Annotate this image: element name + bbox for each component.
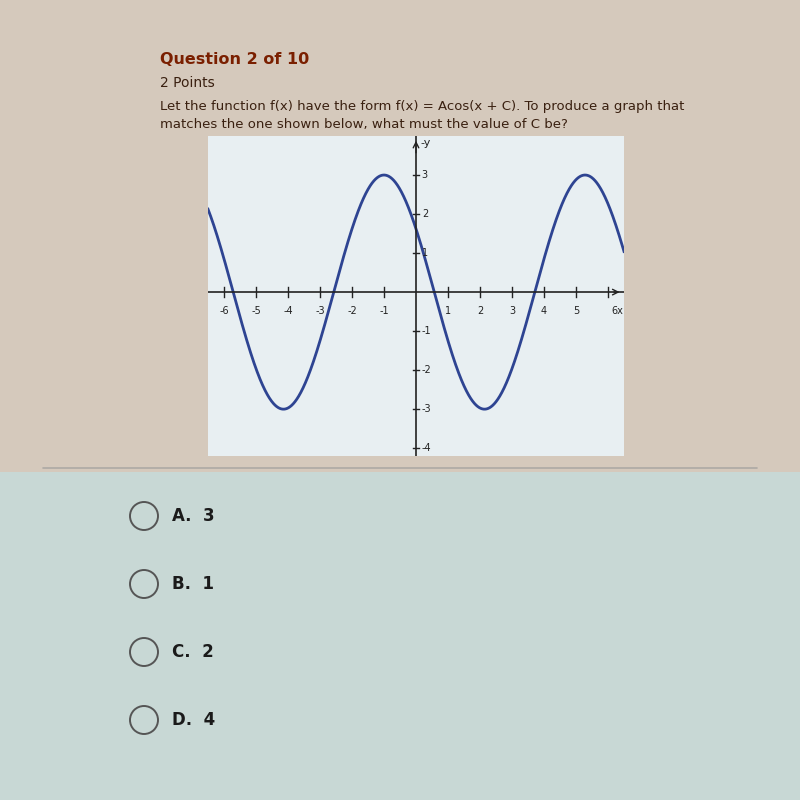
Text: 2: 2 bbox=[422, 209, 428, 219]
Text: -2: -2 bbox=[422, 365, 431, 375]
Text: 2 Points: 2 Points bbox=[160, 76, 214, 90]
Text: -3: -3 bbox=[422, 404, 431, 414]
Text: A.  3: A. 3 bbox=[172, 507, 214, 525]
Text: 6x: 6x bbox=[611, 306, 623, 316]
Text: -6: -6 bbox=[219, 306, 229, 316]
Text: -4: -4 bbox=[283, 306, 293, 316]
Text: Question 2 of 10: Question 2 of 10 bbox=[160, 52, 310, 67]
Text: Let the function f(x) have the form f(x) = Acos(x + C). To produce a graph that: Let the function f(x) have the form f(x)… bbox=[160, 100, 684, 113]
Text: -2: -2 bbox=[347, 306, 357, 316]
Text: matches the one shown below, what must the value of C be?: matches the one shown below, what must t… bbox=[160, 118, 568, 131]
Text: 1: 1 bbox=[422, 248, 428, 258]
Text: -3: -3 bbox=[315, 306, 325, 316]
Text: 3: 3 bbox=[509, 306, 515, 316]
Text: -4: -4 bbox=[422, 443, 431, 453]
Text: -1: -1 bbox=[422, 326, 431, 336]
Text: -y: -y bbox=[421, 138, 431, 148]
Text: B.  1: B. 1 bbox=[172, 575, 214, 593]
Text: 5: 5 bbox=[573, 306, 579, 316]
Text: 2: 2 bbox=[477, 306, 483, 316]
Text: D.  4: D. 4 bbox=[172, 711, 215, 729]
Text: C.  2: C. 2 bbox=[172, 643, 214, 661]
Text: -5: -5 bbox=[251, 306, 261, 316]
Text: 3: 3 bbox=[422, 170, 428, 180]
Text: -1: -1 bbox=[379, 306, 389, 316]
Text: 1: 1 bbox=[445, 306, 451, 316]
Text: 4: 4 bbox=[541, 306, 547, 316]
